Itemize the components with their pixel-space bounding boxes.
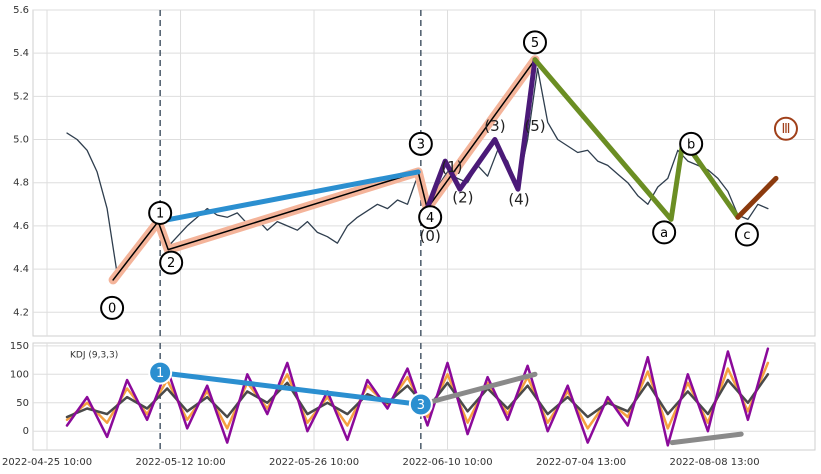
wave-line <box>418 371 538 407</box>
wave-circle <box>408 392 433 417</box>
wave-circle <box>418 205 443 230</box>
wave-label: c <box>743 228 750 243</box>
wave-label: 5 <box>531 36 539 51</box>
y-tick-label: 4.6 <box>13 221 29 232</box>
wave-circle <box>100 295 125 320</box>
wave-label: 1 <box>156 206 164 221</box>
y-tick-label: 150 <box>10 341 29 352</box>
wave-label: (4) <box>508 190 529 208</box>
wave-label: 0 <box>108 301 116 316</box>
y-tick-label: 4.2 <box>13 307 29 318</box>
y-tick-label: 4.4 <box>13 264 29 275</box>
wave-label: a <box>660 226 668 241</box>
y-tick-label: 50 <box>16 398 29 409</box>
y-tick-label: 0 <box>23 426 29 437</box>
wave-label: (3) <box>484 117 505 135</box>
wave-circle <box>159 250 184 275</box>
x-tick-label: 2022-08-08 13:00 <box>669 457 759 468</box>
wave-circle <box>734 222 759 247</box>
wave-label: (5) <box>524 117 545 135</box>
wave-circle <box>679 131 704 156</box>
wave-circle <box>773 116 798 141</box>
wave-line <box>669 431 744 446</box>
wave-line <box>155 169 421 225</box>
wave-circle <box>148 360 173 385</box>
wave-label: (1) <box>441 158 462 176</box>
wave-line <box>157 370 424 407</box>
y-tick-label: 5.4 <box>13 48 29 59</box>
wave-line <box>532 57 741 222</box>
wave-circle <box>408 131 433 156</box>
x-tick-label: 2022-07-04 13:00 <box>536 457 626 468</box>
y-tick-label: 5.6 <box>13 5 29 16</box>
wave-label: b <box>687 137 695 152</box>
x-tick-label: 2022-05-26 10:00 <box>269 457 359 468</box>
wave-circle <box>522 30 547 55</box>
wave-label: Ⅲ <box>781 122 790 137</box>
y-tick-label: 5.0 <box>13 135 29 146</box>
wave-label: 3 <box>417 398 425 413</box>
wave-circle <box>652 220 677 245</box>
x-tick-label: 2022-05-12 10:00 <box>135 457 225 468</box>
y-tick-label: 100 <box>10 369 29 380</box>
wave-circle <box>148 200 173 225</box>
x-tick-label: 2022-06-10 10:00 <box>402 457 492 468</box>
wave-line <box>424 57 538 212</box>
wave-label: (0) <box>420 227 441 245</box>
wave-line <box>735 175 779 220</box>
x-tick-label: 2022-04-25 10:00 <box>2 457 92 468</box>
wave-label: 4 <box>426 211 434 226</box>
y-tick-label: 4.8 <box>13 178 29 189</box>
wave-label: 1 <box>156 366 164 381</box>
wave-label: 3 <box>417 137 425 152</box>
panel-title: KDJ (9,3,3) <box>70 351 118 361</box>
wave-label: (2) <box>452 188 473 206</box>
plot-area <box>32 9 816 337</box>
wave-label: 2 <box>167 256 175 271</box>
y-tick-label: 5.2 <box>13 91 29 102</box>
wave-line <box>112 58 536 281</box>
